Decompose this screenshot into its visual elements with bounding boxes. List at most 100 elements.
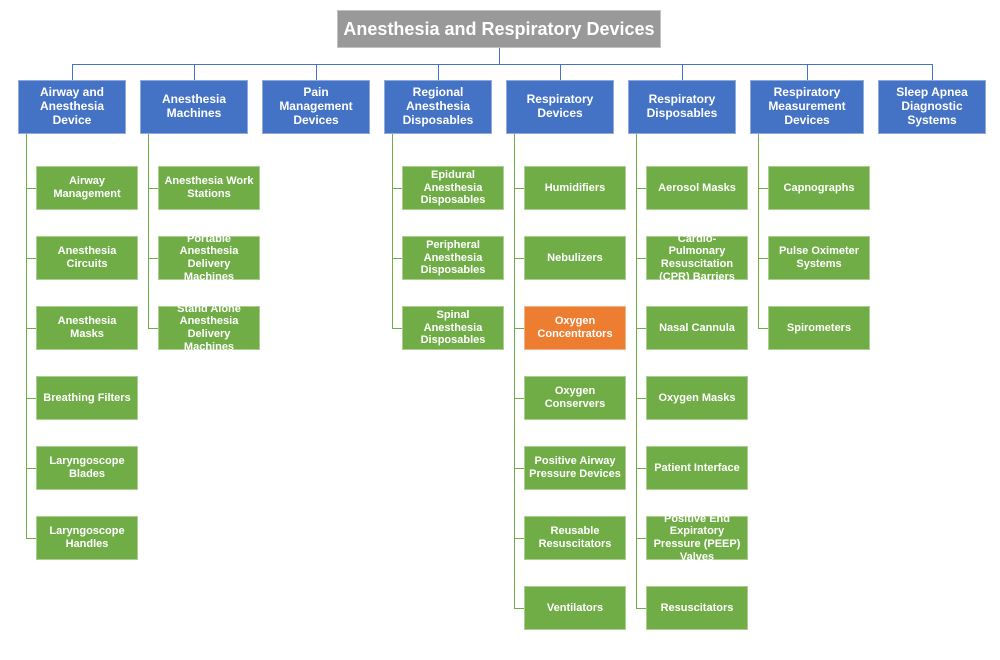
leaf-positive-airway-pressure-devices-label: Positive Airway Pressure Devices — [529, 455, 621, 480]
connector — [514, 134, 515, 608]
category-airway-anesthesia-device: Airway and Anesthesia Device — [18, 80, 126, 134]
category-pain-management-devices-label: Pain Management Devices — [267, 86, 365, 127]
connector — [392, 258, 402, 259]
leaf-anesthesia-work-stations-label: Anesthesia Work Stations — [163, 175, 255, 200]
connector — [758, 188, 768, 189]
connector — [636, 468, 646, 469]
connector — [438, 64, 439, 80]
leaf-epidural-anesthesia-disposables-label: Epidural Anesthesia Disposables — [407, 169, 499, 207]
category-sleep-apnea-diagnostic-systems: Sleep Apnea Diagnostic Systems — [878, 80, 986, 134]
connector — [560, 64, 561, 80]
category-respiratory-measurement-devices-label: Respiratory Measurement Devices — [755, 86, 859, 127]
leaf-pulse-oximeter-systems-label: Pulse Oximeter Systems — [773, 245, 865, 270]
connector — [636, 608, 646, 609]
leaf-epidural-anesthesia-disposables: Epidural Anesthesia Disposables — [402, 166, 504, 210]
leaf-oxygen-concentrators: Oxygen Concentrators — [524, 306, 626, 350]
connector — [514, 608, 524, 609]
connector — [514, 538, 524, 539]
connector — [636, 398, 646, 399]
category-respiratory-devices: Respiratory Devices — [506, 80, 614, 134]
leaf-positive-airway-pressure-devices: Positive Airway Pressure Devices — [524, 446, 626, 490]
leaf-airway-management-label: Airway Management — [41, 175, 133, 200]
connector — [758, 328, 768, 329]
connector — [514, 258, 524, 259]
connector — [148, 134, 149, 328]
category-regional-anesthesia-disposables: Regional Anesthesia Disposables — [384, 80, 492, 134]
connector — [636, 258, 646, 259]
leaf-anesthesia-work-stations: Anesthesia Work Stations — [158, 166, 260, 210]
leaf-anesthesia-masks-label: Anesthesia Masks — [41, 315, 133, 340]
leaf-peep-valves-label: Positive End Expiratory Pressure (PEEP) … — [651, 513, 743, 564]
connector — [636, 538, 646, 539]
connector — [758, 258, 768, 259]
leaf-peripheral-anesthesia-disposables-label: Peripheral Anesthesia Disposables — [407, 239, 499, 277]
leaf-breathing-filters: Breathing Filters — [36, 376, 138, 420]
connector — [514, 328, 524, 329]
connector — [514, 188, 524, 189]
connector — [148, 258, 158, 259]
connector — [682, 64, 683, 80]
leaf-breathing-filters-label: Breathing Filters — [43, 392, 130, 405]
category-respiratory-disposables: Respiratory Disposables — [628, 80, 736, 134]
leaf-spirometers: Spirometers — [768, 306, 870, 350]
leaf-oxygen-conservers-label: Oxygen Conservers — [529, 385, 621, 410]
connector — [26, 188, 36, 189]
leaf-anesthesia-circuits-label: Anesthesia Circuits — [41, 245, 133, 270]
leaf-ventilators-label: Ventilators — [547, 602, 603, 615]
leaf-patient-interface: Patient Interface — [646, 446, 748, 490]
leaf-resuscitators-label: Resuscitators — [661, 602, 734, 615]
connector — [392, 134, 393, 328]
connector — [499, 48, 500, 64]
connector — [392, 188, 402, 189]
leaf-capnographs: Capnographs — [768, 166, 870, 210]
category-anesthesia-machines-label: Anesthesia Machines — [145, 93, 243, 121]
leaf-laryngoscope-handles: Laryngoscope Handles — [36, 516, 138, 560]
connector — [26, 398, 36, 399]
connector — [26, 538, 36, 539]
category-sleep-apnea-diagnostic-systems-label: Sleep Apnea Diagnostic Systems — [883, 86, 981, 127]
leaf-spinal-anesthesia-disposables: Spinal Anesthesia Disposables — [402, 306, 504, 350]
leaf-cpr-barriers-label: Cardio-Pulmonary Resuscitation (CPR) Bar… — [651, 233, 743, 284]
leaf-patient-interface-label: Patient Interface — [654, 462, 740, 475]
leaf-laryngoscope-blades: Laryngoscope Blades — [36, 446, 138, 490]
leaf-anesthesia-circuits: Anesthesia Circuits — [36, 236, 138, 280]
leaf-ventilators: Ventilators — [524, 586, 626, 630]
leaf-spinal-anesthesia-disposables-label: Spinal Anesthesia Disposables — [407, 309, 499, 347]
leaf-nasal-cannula: Nasal Cannula — [646, 306, 748, 350]
leaf-oxygen-masks: Oxygen Masks — [646, 376, 748, 420]
connector — [932, 64, 933, 80]
connector — [636, 134, 637, 608]
leaf-portable-anesthesia-delivery: Portable Anesthesia Delivery Machines — [158, 236, 260, 280]
leaf-capnographs-label: Capnographs — [784, 182, 855, 195]
connector — [194, 64, 195, 80]
leaf-humidifiers: Humidifiers — [524, 166, 626, 210]
connector — [514, 468, 524, 469]
leaf-oxygen-masks-label: Oxygen Masks — [658, 392, 735, 405]
leaf-oxygen-conservers: Oxygen Conservers — [524, 376, 626, 420]
leaf-stand-alone-anesthesia-delivery: Stand Alone Anesthesia Delivery Machines — [158, 306, 260, 350]
connector — [392, 328, 402, 329]
category-respiratory-measurement-devices: Respiratory Measurement Devices — [750, 80, 864, 134]
leaf-humidifiers-label: Humidifiers — [545, 182, 606, 195]
connector — [26, 258, 36, 259]
root-node: Anesthesia and Respiratory Devices — [337, 10, 661, 48]
connector — [26, 328, 36, 329]
leaf-nasal-cannula-label: Nasal Cannula — [659, 322, 735, 335]
connector — [26, 468, 36, 469]
category-pain-management-devices: Pain Management Devices — [262, 80, 370, 134]
leaf-reusable-resuscitators-label: Reusable Resuscitators — [529, 525, 621, 550]
connector — [148, 188, 158, 189]
connector — [148, 328, 158, 329]
leaf-peripheral-anesthesia-disposables: Peripheral Anesthesia Disposables — [402, 236, 504, 280]
category-regional-anesthesia-disposables-label: Regional Anesthesia Disposables — [389, 86, 487, 127]
leaf-airway-management: Airway Management — [36, 166, 138, 210]
leaf-aerosol-masks: Aerosol Masks — [646, 166, 748, 210]
leaf-spirometers-label: Spirometers — [787, 322, 851, 335]
connector — [72, 64, 932, 65]
leaf-oxygen-concentrators-label: Oxygen Concentrators — [529, 315, 621, 340]
category-respiratory-devices-label: Respiratory Devices — [511, 93, 609, 121]
connector — [316, 64, 317, 80]
leaf-peep-valves: Positive End Expiratory Pressure (PEEP) … — [646, 516, 748, 560]
leaf-laryngoscope-handles-label: Laryngoscope Handles — [41, 525, 133, 550]
leaf-reusable-resuscitators: Reusable Resuscitators — [524, 516, 626, 560]
